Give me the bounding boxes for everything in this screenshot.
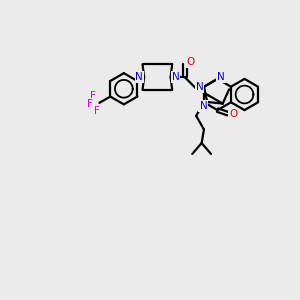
Text: N: N	[200, 100, 208, 111]
Text: N: N	[172, 72, 179, 82]
Text: F: F	[94, 106, 100, 116]
Text: N: N	[217, 72, 225, 82]
Text: F: F	[87, 99, 93, 109]
Text: F: F	[90, 91, 96, 101]
Text: N: N	[196, 82, 203, 92]
Text: O: O	[186, 57, 194, 67]
Text: N: N	[199, 101, 206, 111]
Text: O: O	[229, 109, 238, 119]
Text: N: N	[135, 72, 143, 82]
